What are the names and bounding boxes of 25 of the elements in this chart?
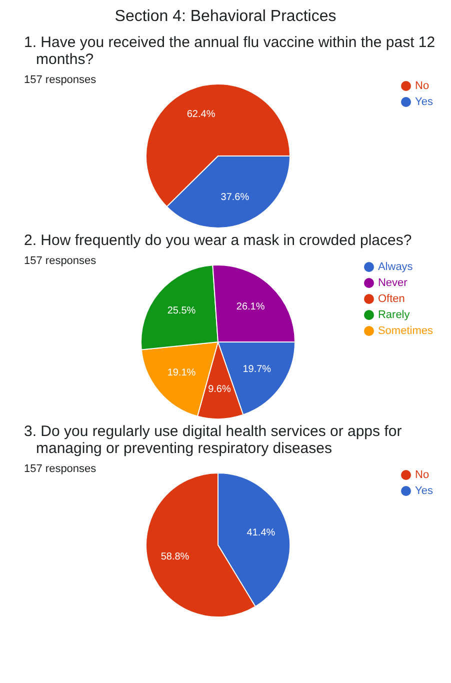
legend-label: No (415, 469, 430, 481)
text: 157 responses (24, 255, 96, 267)
data-label: 58.8% (160, 552, 190, 563)
legend-label: Sometimes (378, 325, 433, 337)
legend-label: Rarely (378, 309, 410, 321)
text: 157 responses (24, 463, 96, 475)
data-label: 25.5% (167, 306, 196, 317)
chart-subtitle: 1. Have you received the annual flu vaccine within the past 12 months? (23, 34, 436, 68)
chart-title: 2. How frequently do you wear a mask in crowded places? (23, 232, 413, 249)
data-label: 41.4% (246, 527, 276, 538)
legend-label: Never (378, 277, 408, 289)
legend-label: Yes (415, 485, 433, 497)
text: 157 responses (24, 74, 96, 86)
data-label: 19.7% (242, 364, 272, 376)
data-label: 26.1% (236, 302, 265, 313)
legend-label: Always (378, 261, 413, 273)
data-label: 9.6% (208, 384, 231, 396)
legend-label: Often (378, 293, 405, 305)
legend-label: Yes (415, 96, 433, 108)
data-label: 37.6% (220, 192, 250, 203)
chart-title: Section 4: Behavioral Practices (114, 8, 338, 26)
chart-title: 3. Do you regularly use digital health services or apps for managing or preventing respiratory diseases (23, 423, 403, 457)
legend-label: No (415, 80, 430, 92)
data-label: 62.4% (186, 109, 216, 120)
data-label: 19.1% (167, 367, 196, 378)
